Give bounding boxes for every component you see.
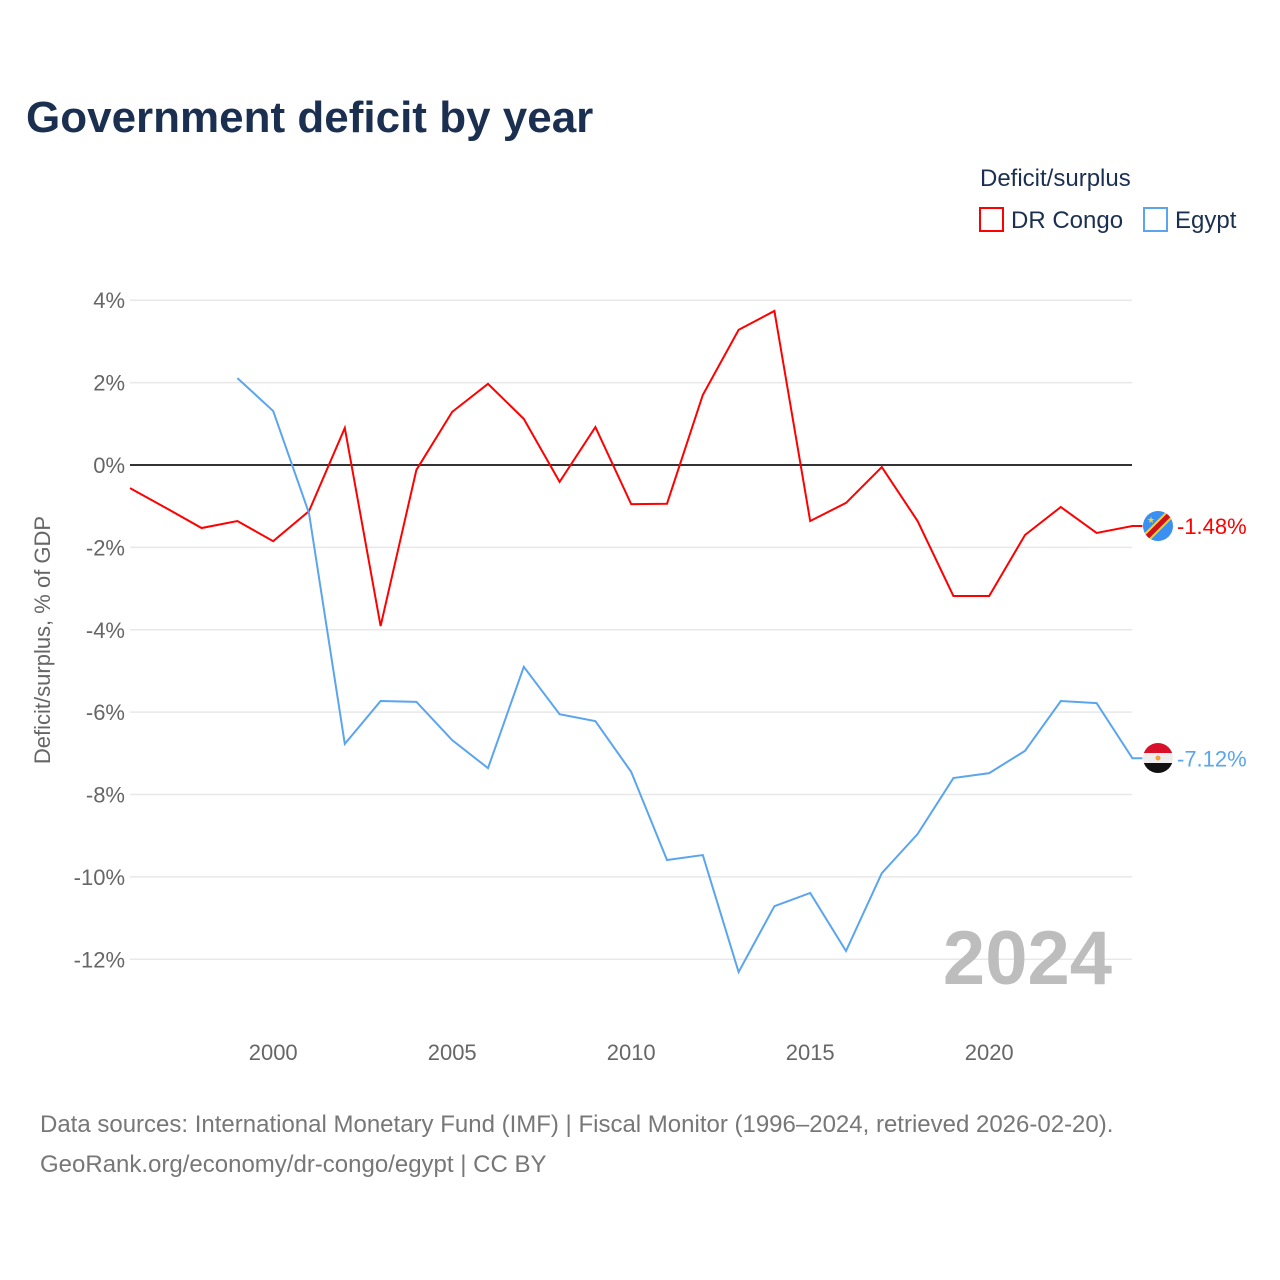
- x-tick-label: 2000: [249, 1040, 298, 1065]
- legend-swatch: [1143, 207, 1168, 232]
- y-tick-label: -4%: [86, 618, 125, 643]
- dr-congo-flag-icon: ★: [1143, 511, 1173, 541]
- series-line-dr-congo: [129, 309, 1143, 627]
- x-tick-label: 2020: [965, 1040, 1014, 1065]
- legend-item-label[interactable]: Egypt: [1175, 207, 1237, 234]
- end-value-label: -7.12%: [1177, 746, 1247, 771]
- x-tick-label: 2010: [607, 1040, 656, 1065]
- legend-title: Deficit/surplus: [980, 165, 1131, 192]
- y-tick-label: 0%: [93, 453, 125, 478]
- y-tick-label: -8%: [86, 783, 125, 808]
- y-tick-label: -2%: [86, 535, 125, 560]
- egypt-flag-icon: [1143, 743, 1173, 773]
- legend-item-label[interactable]: DR Congo: [1011, 207, 1123, 234]
- y-tick-label: -12%: [74, 947, 125, 972]
- series-lines: -1.48% -7.12%: [129, 309, 1247, 975]
- x-tick-label: 2005: [428, 1040, 477, 1065]
- x-tick-label: 2015: [786, 1040, 835, 1065]
- y-axis-label: Deficit/surplus, % of GDP: [30, 516, 55, 764]
- y-axis: 4% 2% 0% -2% -4% -6% -8% -10% -12%: [74, 288, 125, 972]
- source-text: Data sources: International Monetary Fun…: [40, 1111, 1113, 1138]
- url-text[interactable]: GeoRank.org/economy/dr-congo/egypt | CC …: [40, 1151, 546, 1178]
- end-value-label: -1.48%: [1177, 514, 1247, 539]
- x-axis: 2000 2005 2010 2015 2020: [249, 1040, 1014, 1065]
- grid: [130, 299, 1132, 961]
- legend-swatch: [979, 207, 1004, 232]
- y-tick-label: -6%: [86, 700, 125, 725]
- y-tick-label: -10%: [74, 865, 125, 890]
- series-line-egypt: [236, 377, 1143, 975]
- y-tick-label: 2%: [93, 371, 125, 396]
- year-watermark: 2024: [943, 916, 1112, 1001]
- legend: DR Congo Egypt: [979, 207, 1237, 234]
- chart-title: Government deficit by year: [26, 93, 593, 142]
- svg-text:★: ★: [1147, 515, 1155, 525]
- y-tick-label: 4%: [93, 288, 125, 313]
